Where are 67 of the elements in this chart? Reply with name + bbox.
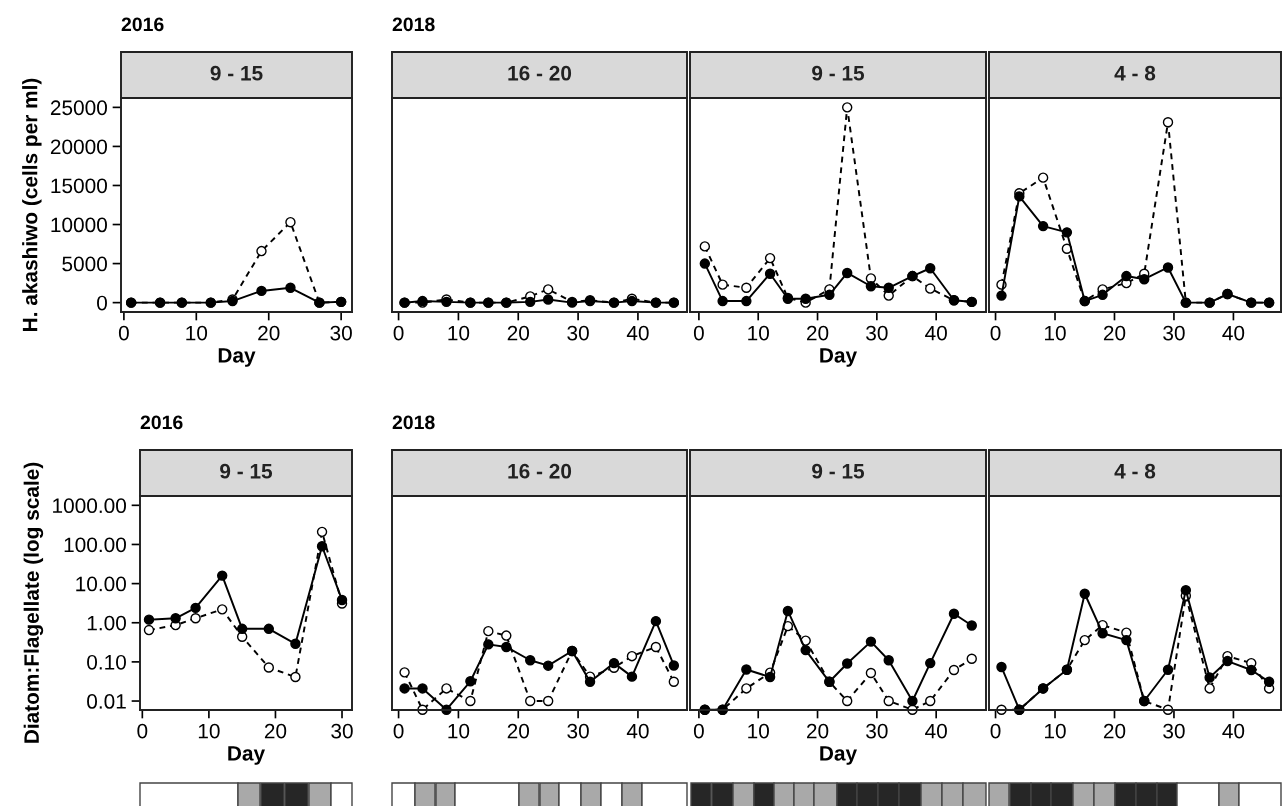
- x-tick-label: 0: [393, 325, 404, 341]
- chart-subtitle: 4 - 8: [1114, 463, 1156, 479]
- y-tick-label: 1.00: [87, 615, 126, 631]
- x-tick-label: 30: [331, 723, 353, 739]
- x-tick-label: 20: [807, 723, 829, 739]
- x-tick-label: 20: [507, 723, 530, 739]
- x-tick-label: 30: [330, 325, 352, 341]
- x-tick-label: 30: [1163, 325, 1185, 341]
- x-tick-label: 30: [1163, 723, 1185, 739]
- y-tick-label: 15000: [51, 178, 107, 194]
- x-tick-label: 40: [925, 723, 947, 739]
- y-tick-label: 5000: [62, 256, 107, 272]
- x-tick-label: 0: [393, 723, 404, 739]
- x-tick-label: 10: [1045, 723, 1066, 739]
- y-tick-label: 0.01: [87, 694, 126, 709]
- y-tick-label: 10.00: [76, 576, 126, 592]
- chart-title: 2016: [121, 17, 164, 32]
- x-tick-label: 20: [258, 325, 280, 341]
- x-tick-label: 10: [448, 325, 470, 341]
- x-tick-label: 10: [198, 723, 220, 739]
- chart-subtitle: 16 - 20: [508, 65, 572, 81]
- x-tick-label: 10: [748, 723, 769, 739]
- x-tick-label: 30: [567, 325, 589, 341]
- y-tick-label: 25000: [50, 100, 107, 116]
- x-tick-label: 0: [693, 325, 704, 341]
- x-tick-label: 30: [567, 723, 589, 739]
- x-tick-label: 20: [807, 325, 829, 341]
- x-axis-title: Day: [228, 746, 265, 765]
- x-axis-title: Day: [820, 746, 857, 765]
- x-tick-label: 40: [925, 325, 947, 341]
- chart-subtitle: 9 - 15: [210, 65, 263, 81]
- chart-subtitle: 4 - 8: [1114, 65, 1156, 81]
- y-tick-label: 10000: [51, 217, 107, 233]
- chart-subtitle: 9 - 15: [220, 463, 273, 479]
- x-tick-label: 20: [264, 723, 287, 739]
- chart-title: 2018: [392, 415, 435, 430]
- x-tick-label: 20: [507, 325, 530, 341]
- chart-title: 2016: [140, 415, 183, 430]
- x-tick-label: 30: [866, 723, 888, 739]
- x-tick-label: 30: [866, 325, 888, 341]
- chart-subtitle: 16 - 20: [508, 463, 572, 479]
- y-tick-label: 0.10: [87, 654, 126, 670]
- x-axis-title: Day: [218, 348, 256, 367]
- x-tick-label: 0: [990, 325, 1001, 341]
- x-tick-label: 40: [1222, 723, 1245, 739]
- x-tick-label: 40: [1222, 325, 1245, 341]
- y-tick-label: 0: [97, 295, 107, 311]
- x-tick-label: 40: [626, 723, 649, 739]
- chart-title: 2018: [392, 17, 435, 32]
- x-tick-label: 20: [1103, 325, 1126, 341]
- chart-subtitle: 9 - 15: [812, 463, 865, 479]
- x-tick-label: 10: [186, 325, 208, 341]
- x-tick-label: 0: [693, 723, 704, 739]
- x-tick-label: 20: [1103, 723, 1126, 739]
- y-tick-label: 100.00: [64, 537, 126, 553]
- x-tick-label: 0: [990, 723, 1001, 739]
- x-tick-label: 10: [1045, 325, 1066, 341]
- x-axis-title: Day: [820, 348, 857, 367]
- x-tick-label: 10: [748, 325, 769, 341]
- x-tick-label: 40: [626, 325, 649, 341]
- y-axis-title: H. akashiwo (cells per ml): [22, 78, 42, 331]
- x-tick-label: 0: [137, 723, 148, 739]
- y-axis-title: Diatom:Flagellate (log scale): [23, 462, 44, 743]
- chart-subtitle: 9 - 15: [812, 65, 865, 81]
- y-tick-label: 20000: [50, 139, 107, 155]
- x-tick-label: 10: [448, 723, 470, 739]
- y-tick-label: 1000.00: [53, 498, 126, 514]
